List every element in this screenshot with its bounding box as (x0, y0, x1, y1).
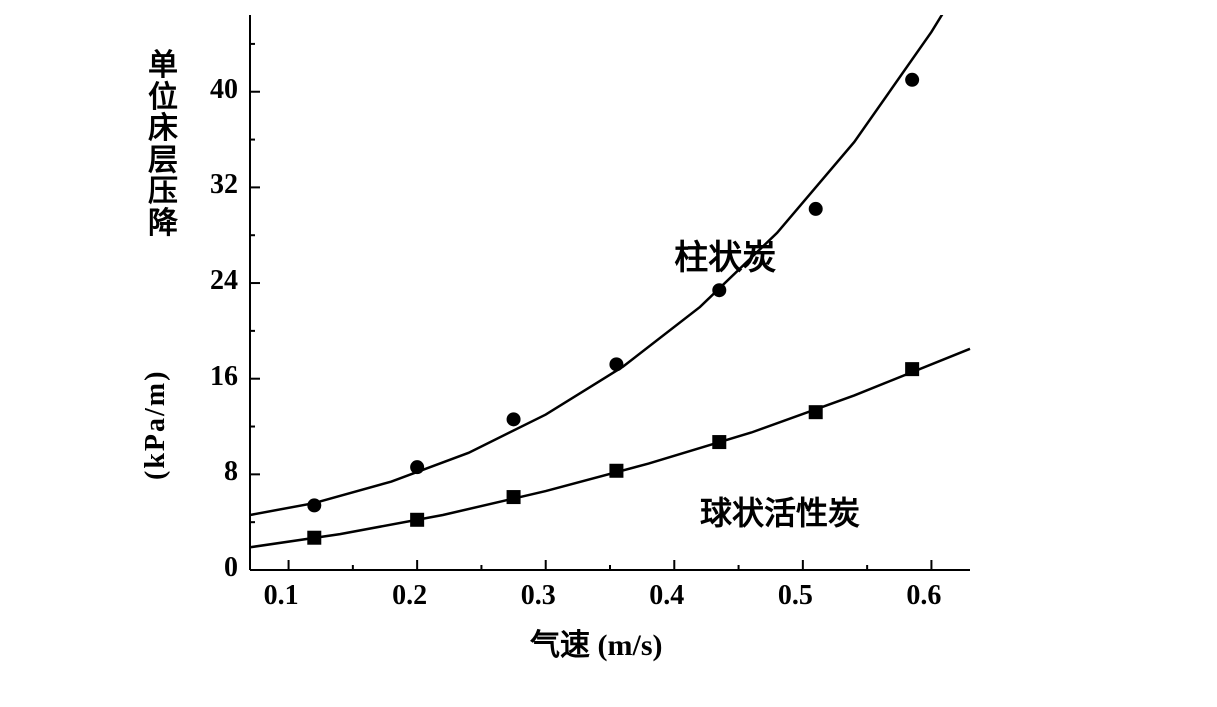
y-tick-label: 16 (210, 361, 238, 393)
y-tick-label: 40 (210, 74, 238, 106)
plot-svg (0, 0, 1217, 707)
y-tick-label: 24 (210, 265, 238, 297)
y-axis-label-unit: (kPa/m) (140, 280, 172, 480)
x-tick-label: 0.3 (521, 580, 556, 612)
y-tick-label: 8 (224, 456, 238, 488)
series-label-columnar_carbon: 柱状炭 (674, 230, 776, 279)
x-tick-label: 0.6 (906, 580, 941, 612)
x-axis-label: 气速 (m/s) (530, 620, 662, 664)
series-label-spherical_activated_carbon: 球状活性炭 (700, 488, 860, 534)
y-axis-label-main: 单位床层压降 (145, 50, 181, 239)
x-tick-label: 0.1 (264, 580, 299, 612)
x-tick-label: 0.4 (649, 580, 684, 612)
x-tick-label: 0.5 (778, 580, 813, 612)
x-tick-label: 0.2 (392, 580, 427, 612)
y-tick-label: 0 (224, 552, 238, 584)
pressure-drop-chart: 单位床层压降 (kPa/m) 气速 (m/s) 0.1 0.2 0.3 0.4 0.5 0… (0, 0, 1217, 707)
y-tick-label: 32 (210, 169, 238, 201)
